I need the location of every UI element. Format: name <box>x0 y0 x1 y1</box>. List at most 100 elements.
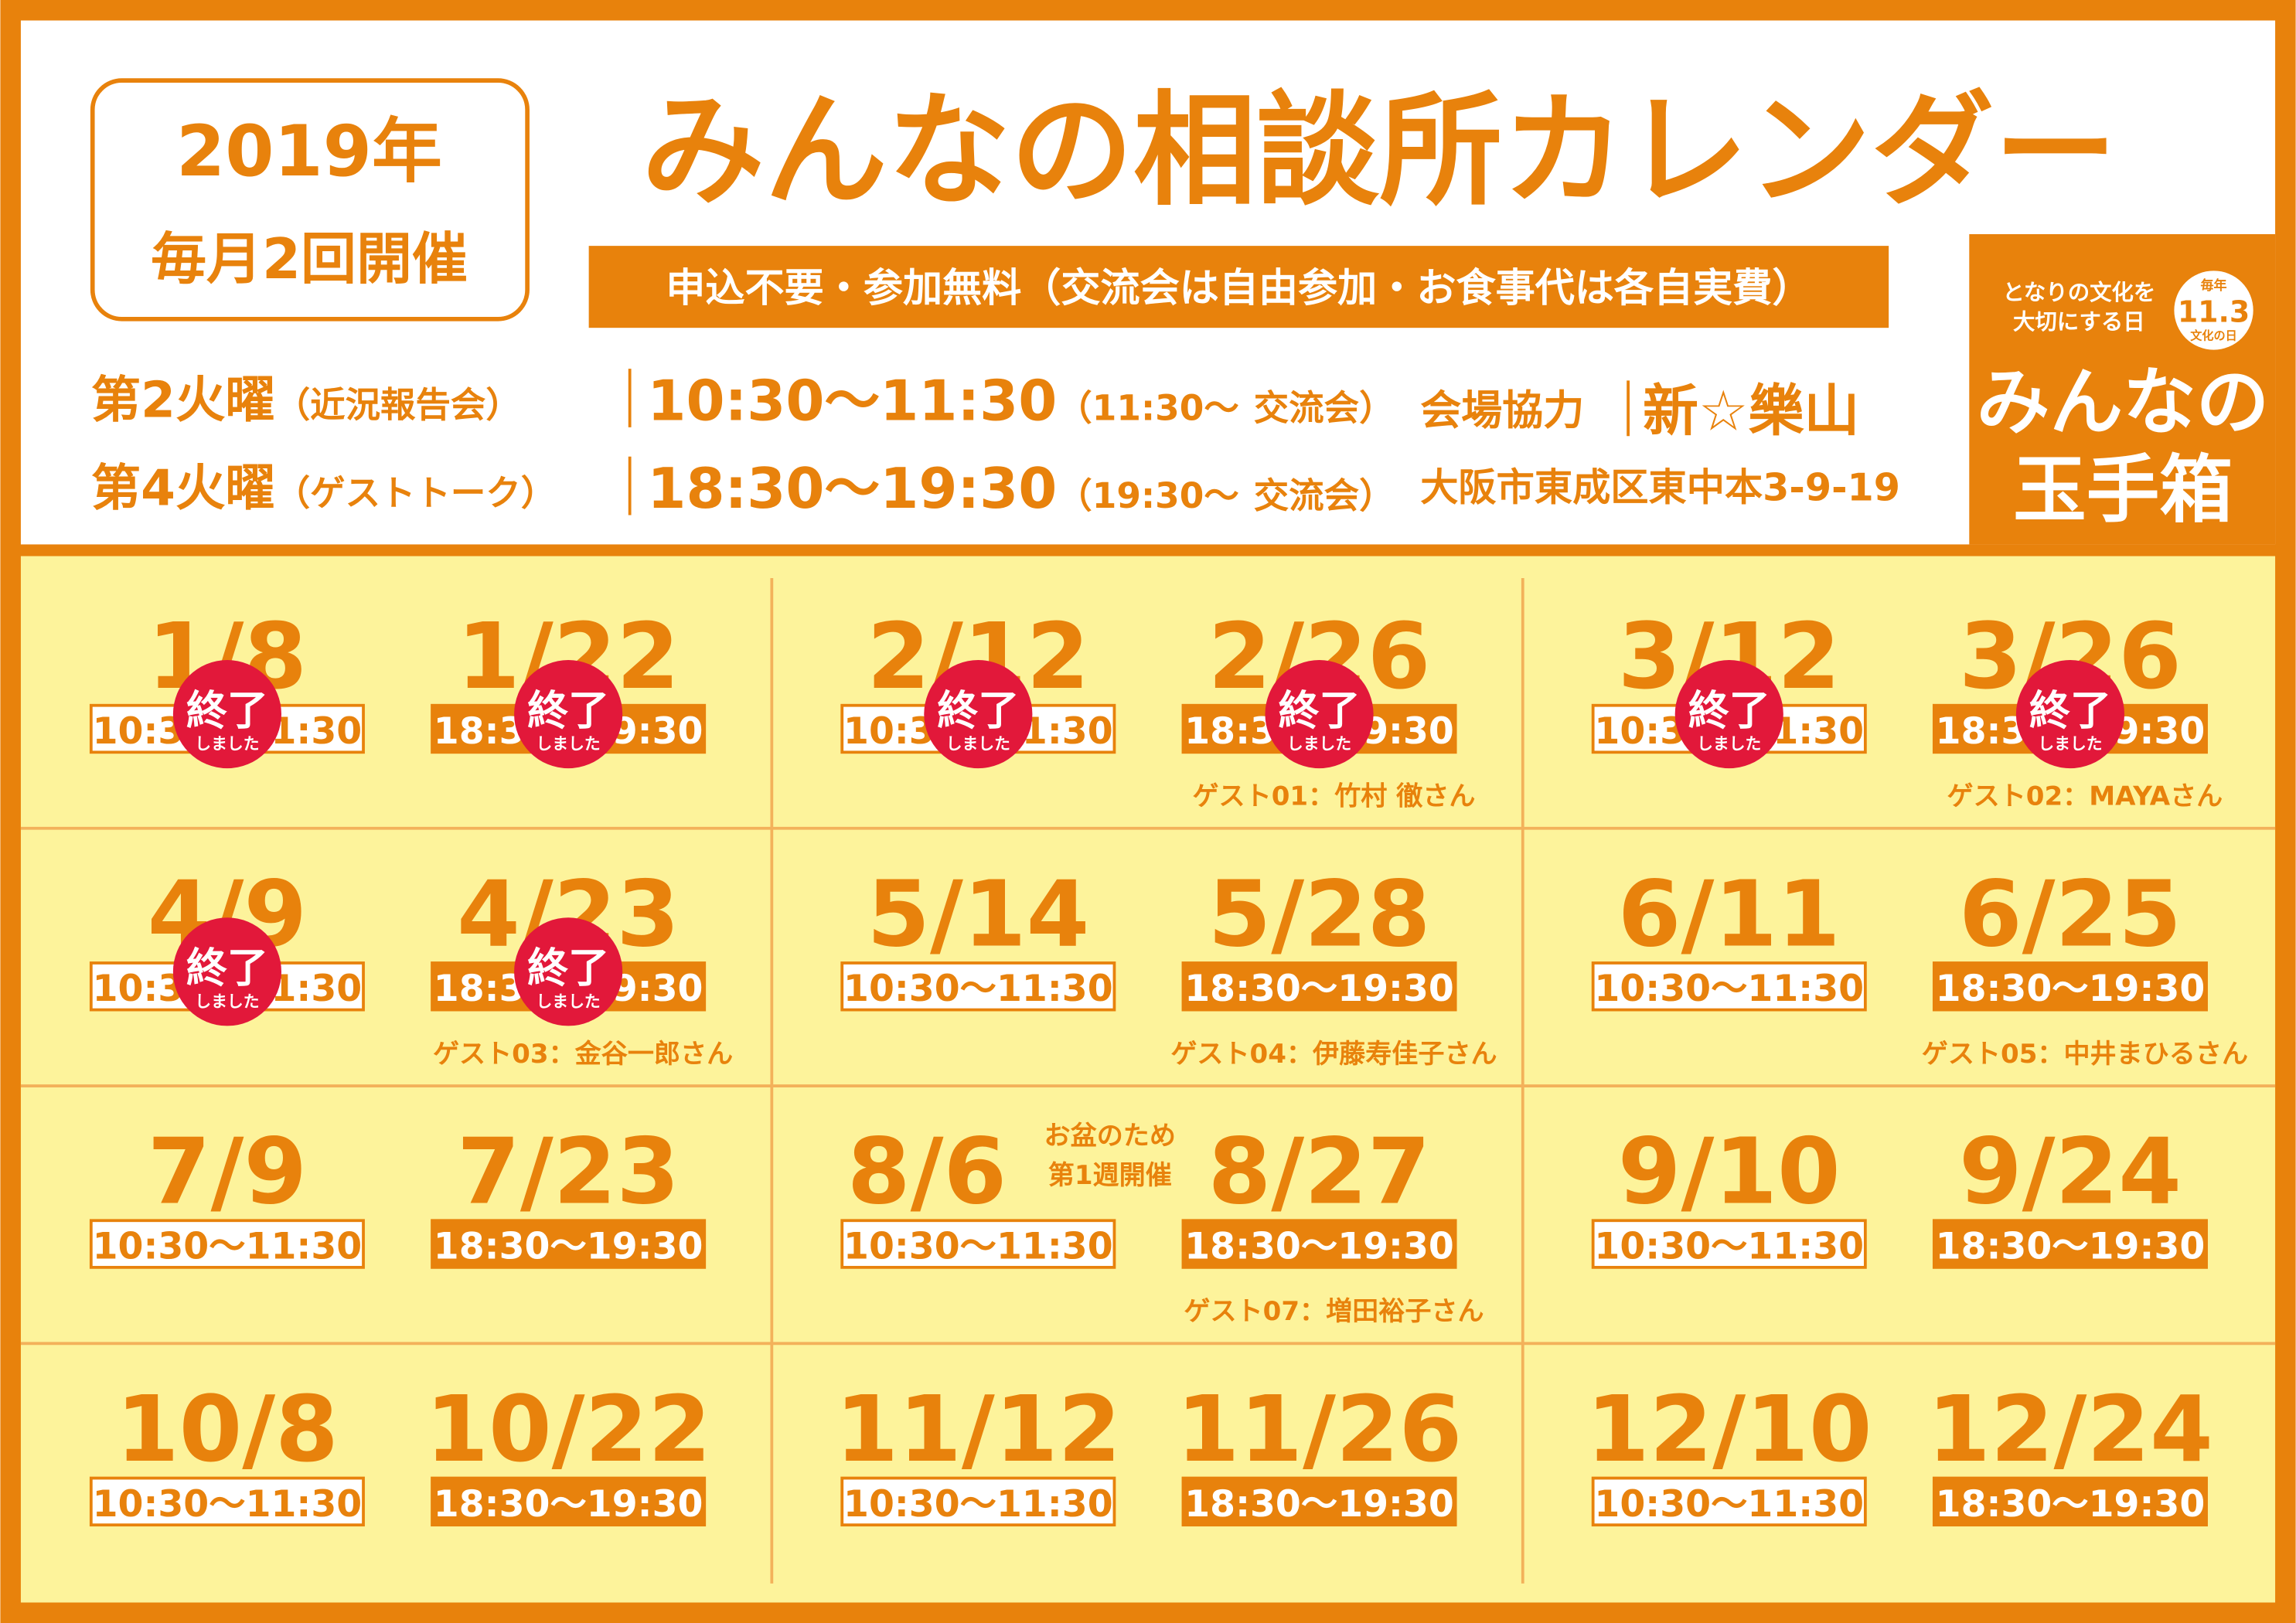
time-box <box>1591 961 1867 1012</box>
date: 11/12 <box>836 1376 1122 1482</box>
date: 5/14 <box>867 861 1089 967</box>
venue-label: 会場協力 <box>1420 386 1584 434</box>
ended-stamp <box>172 660 281 769</box>
time: 18:30〜19:30 <box>1936 1483 2206 1526</box>
date: 8/27 <box>1208 1119 1431 1225</box>
time: 18:30〜19:30 <box>1184 1483 1454 1526</box>
date: 7/23 <box>457 1119 680 1225</box>
time-box <box>840 1476 1116 1527</box>
stamp-sub: しました <box>195 992 259 1011</box>
schedule-time: 10:30〜11:30（11:30〜 交流会） <box>647 368 1394 433</box>
stamp-main: 終了 <box>186 944 268 992</box>
logo-line: 大切にする日 <box>2013 309 2145 335</box>
date: 10/8 <box>116 1376 339 1482</box>
time: 18:30〜19:30 <box>1936 1225 2206 1267</box>
stamp-sub: しました <box>1697 735 1761 754</box>
schedule-time: 18:30〜19:30（19:30〜 交流会） <box>647 456 1394 521</box>
date: 6/25 <box>1959 861 2182 967</box>
date: 9/24 <box>1959 1119 2182 1225</box>
ended-stamp <box>172 917 281 1026</box>
date-note: お盆のため <box>1044 1121 1176 1152</box>
time-box <box>1932 961 2208 1012</box>
ended-stamp <box>2015 660 2125 769</box>
time-box <box>431 1219 707 1269</box>
date: 8/6 <box>847 1119 1007 1225</box>
ended-stamp <box>1265 660 1374 769</box>
guest: ゲスト03：金谷一郎さん <box>433 1039 733 1070</box>
time: 10:30〜11:30 <box>1594 968 1864 1010</box>
time: 18:30〜19:30 <box>1184 968 1454 1010</box>
ended-stamp <box>514 660 623 769</box>
time: 10:30〜11:30 <box>843 1483 1113 1526</box>
stamp-sub: しました <box>537 735 601 754</box>
date: 12/10 <box>1586 1376 1872 1482</box>
logo-badge <box>2174 270 2253 350</box>
banner <box>588 246 1889 328</box>
stamp-main: 終了 <box>2029 686 2111 734</box>
calendar-grid <box>20 577 2276 1584</box>
guest: ゲスト02：MAYAさん <box>1947 781 2223 812</box>
time-box <box>840 961 1116 1012</box>
title: みんなの相談所カレンダー <box>642 79 2117 223</box>
date: 11/26 <box>1177 1376 1463 1482</box>
date: 10/22 <box>425 1376 711 1482</box>
time-box <box>89 1476 365 1527</box>
time: 10:30〜11:30 <box>1594 1225 1864 1267</box>
stamp-sub: しました <box>2038 735 2102 754</box>
time: 10:30〜11:30 <box>843 968 1113 1010</box>
stamp-main: 終了 <box>186 686 268 734</box>
guest: ゲスト04：伊藤寿佳子さん <box>1170 1039 1497 1070</box>
time: 18:30〜19:30 <box>434 1225 703 1267</box>
guest: ゲスト01：竹村 徹さん <box>1192 781 1475 812</box>
stamp-sub: しました <box>946 735 1010 754</box>
date-note: 第1週開催 <box>1048 1160 1172 1191</box>
time-box <box>1181 1476 1457 1527</box>
guest: ゲスト07：増田裕子さん <box>1184 1296 1484 1327</box>
stamp-main: 終了 <box>527 944 609 992</box>
time: 18:30〜19:30 <box>1936 968 2206 1010</box>
time-box <box>840 1219 1116 1269</box>
stamp-sub: しました <box>1287 735 1351 754</box>
ended-stamp <box>514 917 623 1026</box>
stamp-main: 終了 <box>937 686 1019 734</box>
time: 10:30〜11:30 <box>1594 1483 1864 1526</box>
schedule: 第2火曜（近況報告会） 第4火曜（ゲストトーク） 10:30〜11:30（11:… <box>91 368 1395 521</box>
stamp-main: 終了 <box>1688 686 1770 734</box>
time-box <box>1181 1219 1457 1269</box>
time-box <box>1591 1476 1867 1527</box>
stamp-main: 終了 <box>527 686 609 734</box>
time: 10:30〜11:30 <box>93 1483 363 1526</box>
logo-name: 玉手箱 <box>2013 448 2233 533</box>
time-box <box>1932 1476 2208 1527</box>
date: 5/28 <box>1208 861 1431 967</box>
schedule-row: 第4火曜（ゲストトーク） <box>91 459 556 517</box>
time: 10:30〜11:30 <box>93 1225 363 1267</box>
time-box <box>1181 961 1457 1012</box>
time-box <box>1591 1219 1867 1269</box>
badge-freq: 毎月2回開催 <box>151 226 468 291</box>
venue-name: 新☆樂山 <box>1643 379 1859 444</box>
stamp-main: 終了 <box>1279 686 1361 734</box>
time-box <box>89 1219 365 1269</box>
venue-address: 大阪市東成区東中本3-9-19 <box>1420 465 1900 510</box>
date: 9/10 <box>1618 1119 1841 1225</box>
guest: ゲスト05：中井まひるさん <box>1922 1039 2248 1070</box>
schedule-row: 第2火曜（近況報告会） <box>91 372 521 430</box>
badge <box>90 78 530 322</box>
time-box <box>1932 1219 2208 1269</box>
stamp-sub: しました <box>537 992 601 1011</box>
banner-text: 申込不要・参加無料（交流会は自由参加・お食事代は各自実費） <box>666 266 1811 311</box>
calendar-bg <box>20 556 2276 1603</box>
date: 6/11 <box>1618 861 1841 967</box>
logo-name: みんなの <box>1977 360 2270 445</box>
ended-stamp <box>924 660 1033 769</box>
date: 12/24 <box>1927 1376 2213 1482</box>
stamp-sub: しました <box>195 735 259 754</box>
logo-badge-text: 毎年 <box>2201 277 2227 294</box>
logo: となりの文化を 大切にする日 毎年 11.3 文化の日 みんなの 玉手箱 <box>1969 233 2276 545</box>
badge-year: 2019年 <box>176 111 442 192</box>
date: 7/9 <box>148 1119 307 1225</box>
logo-line: となりの文化を <box>2002 280 2155 305</box>
time: 18:30〜19:30 <box>434 1483 703 1526</box>
